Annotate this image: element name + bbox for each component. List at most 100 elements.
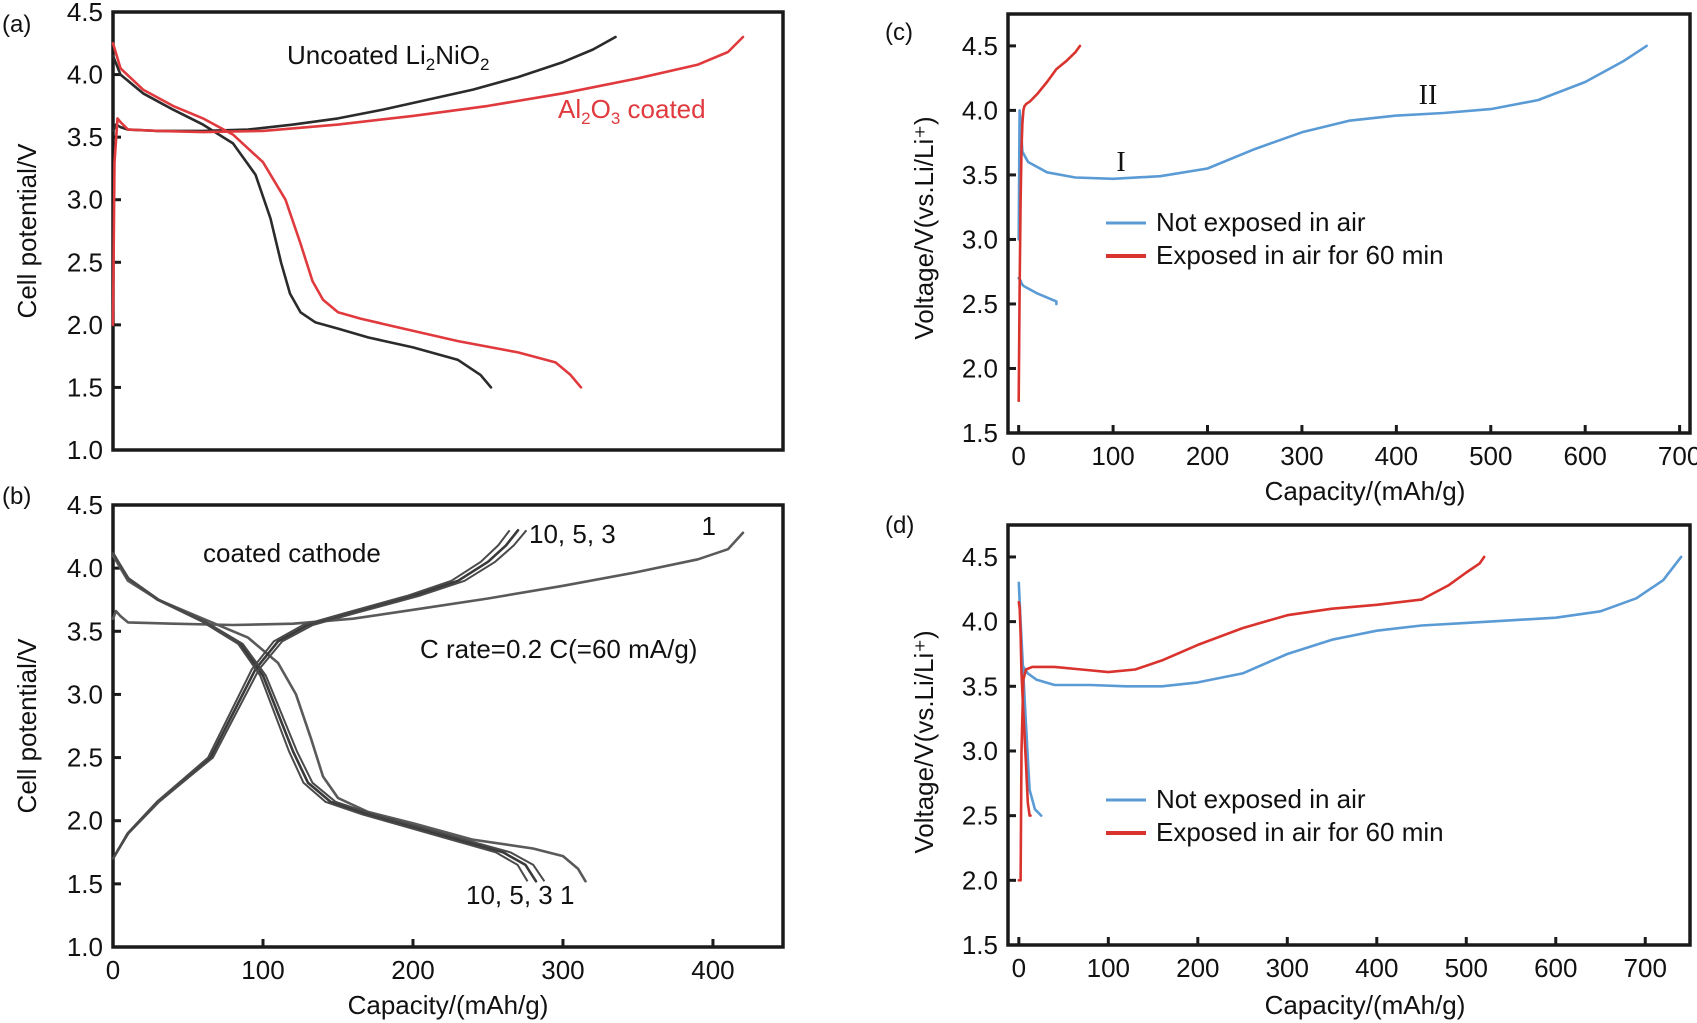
x-axis-label: Capacity/(mAh/g) xyxy=(348,990,549,1020)
annotation-text-span: 3 xyxy=(611,109,620,128)
y-tick-label: 1.0 xyxy=(67,435,103,465)
y-tick-label: 2.0 xyxy=(67,310,103,340)
y-tick-label: 2.0 xyxy=(962,865,998,895)
y-tick-label: 1.5 xyxy=(67,372,103,402)
panel-label: (b) xyxy=(2,483,31,510)
x-tick-label: 500 xyxy=(1445,953,1488,983)
series-line-al2o3-coated-discharge xyxy=(111,41,583,389)
legend-label: Exposed in air for 60 min xyxy=(1156,240,1444,270)
y-tick-label: 4.5 xyxy=(962,31,998,61)
y-tick-label: 4.0 xyxy=(962,95,998,125)
y-tick-label: 2.5 xyxy=(962,801,998,831)
annotation-text-span: O xyxy=(591,94,611,124)
annotation-text-span: 2 xyxy=(581,109,590,128)
annotation-region-I: I xyxy=(1116,147,1125,178)
series-line-cycle-overlay xyxy=(112,552,546,882)
x-tick-label: 100 xyxy=(1091,441,1134,471)
series-line-uncoated-li2nio2-discharge xyxy=(111,54,493,389)
plot-frame xyxy=(111,503,785,949)
panel-c: (c) 1.5 2.0 2.5 3.0 3.5 4.0 4.5 0 100 200 300 400 500… xyxy=(885,12,1697,506)
x-tick-label: 400 xyxy=(1375,441,1418,471)
x-axis-label: Capacity/(mAh/g) xyxy=(1265,990,1466,1020)
y-tick-label: 4.5 xyxy=(67,490,103,520)
x-tick-label: 600 xyxy=(1563,441,1606,471)
y-tick-label: 2.5 xyxy=(962,289,998,319)
x-tick-label: 700 xyxy=(1624,953,1667,983)
x-tick-label: 600 xyxy=(1534,953,1577,983)
legend-label: Exposed in air for 60 min xyxy=(1156,817,1444,847)
series-line-cycle-1-charge xyxy=(111,531,745,627)
series-line-al2o3-coated-charge xyxy=(111,35,745,327)
y-tick-label: 3.0 xyxy=(962,224,998,254)
annotation-uncoated: Uncoated Li2NiO2 xyxy=(287,40,489,74)
series-line-cycle-overlay xyxy=(112,529,511,860)
annotation-text-span: 2 xyxy=(480,55,489,74)
x-tick-label: 100 xyxy=(1087,953,1130,983)
series-line-not-exposed-in-air xyxy=(1021,555,1683,688)
x-tick-label: 0 xyxy=(1011,441,1025,471)
panel-c-annotations: III xyxy=(1116,80,1437,178)
y-tick-label: 3.5 xyxy=(962,671,998,701)
panel-label: (d) xyxy=(885,512,914,539)
panel-label: (a) xyxy=(2,11,31,38)
y-tick-label: 2.5 xyxy=(67,743,103,773)
annotation-text-span: Al xyxy=(558,94,581,124)
annotation-region-II: II xyxy=(1419,80,1438,111)
y-tick-label: 4.0 xyxy=(67,60,103,90)
annotation-charge-cycles: 10, 5, 3 xyxy=(529,519,616,549)
y-tick-label: 4.0 xyxy=(67,553,103,583)
x-tick-label: 300 xyxy=(1266,953,1309,983)
annotation-text-span: 2 xyxy=(426,55,435,74)
x-tick-label: 300 xyxy=(1280,441,1323,471)
y-tick-label: 3.5 xyxy=(67,122,103,152)
y-tick-label: 1.5 xyxy=(67,869,103,899)
annotation-text-span: NiO xyxy=(435,40,480,70)
series-line-uncoated-li2nio2-charge xyxy=(111,35,617,133)
panel-label: (c) xyxy=(885,19,913,46)
y-tick-label: 4.0 xyxy=(962,607,998,637)
x-tick-label: 300 xyxy=(541,955,584,985)
plot-frame xyxy=(1006,12,1692,435)
x-tick-label: 100 xyxy=(241,955,284,985)
annotation-coated-cathode: coated cathode xyxy=(203,538,381,568)
y-tick-label: 2.0 xyxy=(962,353,998,383)
panel-d: (d) 1.5 2.0 2.5 3.0 3.5 4.0 4.5 0 100 200 300 400 500… xyxy=(885,512,1692,1020)
annotation-charge-cycle-1: 1 xyxy=(702,511,716,541)
plot-frame xyxy=(1006,523,1692,947)
plot-frame xyxy=(111,10,785,452)
y-axis-label: Cell potential/V xyxy=(12,143,42,319)
series-line-exposed-in-air-for-60-min xyxy=(1017,44,1082,403)
y-tick-label: 3.0 xyxy=(962,736,998,766)
y-tick-label: 1.0 xyxy=(67,932,103,962)
x-tick-label: 500 xyxy=(1469,441,1512,471)
x-tick-label: 200 xyxy=(1176,953,1219,983)
x-tick-label: 200 xyxy=(391,955,434,985)
x-tick-label: 700 xyxy=(1658,441,1697,471)
panel-b: (b) 1.0 1.5 2.0 2.5 3.0 3.5 4.0 4.5 0 100 200 300 400… xyxy=(2,483,785,1020)
y-tick-label: 2.5 xyxy=(67,247,103,277)
x-tick-label: 400 xyxy=(1355,953,1398,983)
y-axis-label: Voltage/V(vs.Li/Li⁺) xyxy=(909,630,939,853)
y-tick-label: 1.5 xyxy=(962,930,998,960)
series-line-cycles-3-5-10-discharge xyxy=(111,551,538,883)
y-tick-label: 3.5 xyxy=(67,616,103,646)
series-line-cycles-3-5-10-charge xyxy=(111,528,520,860)
annotation-c-rate: C rate=0.2 C(=60 mA/g) xyxy=(420,634,697,664)
y-tick-label: 3.5 xyxy=(962,160,998,190)
panel-a: (a) 1.0 1.5 2.0 2.5 3.0 3.5 4.0 4.5 Cell potentia… xyxy=(2,0,785,465)
series-line-cycle-overlay xyxy=(112,529,528,860)
x-tick-label: 400 xyxy=(691,955,734,985)
series-line-not-exposed-in-air xyxy=(1017,44,1648,241)
series-line-cycle-1-discharge xyxy=(111,554,587,883)
annotation-text-span: coated xyxy=(620,94,705,124)
y-tick-label: 1.5 xyxy=(962,418,998,448)
legend-label: Not exposed in air xyxy=(1156,784,1366,814)
y-tick-label: 4.5 xyxy=(67,0,103,27)
y-axis-label: Cell potential/V xyxy=(12,638,42,814)
annotation-discharge-cycles: 10, 5, 3 1 xyxy=(466,880,574,910)
series-line-exposed-in-air-for-60-min xyxy=(1017,555,1486,882)
legend-label: Not exposed in air xyxy=(1156,207,1366,237)
